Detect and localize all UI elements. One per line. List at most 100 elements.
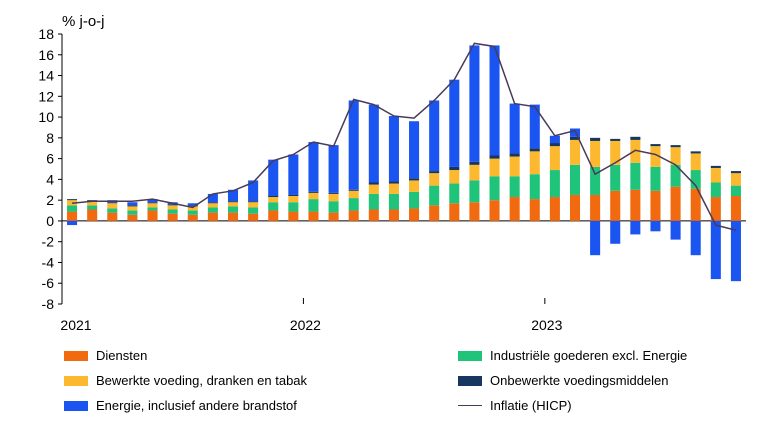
bar-bewerkte-voeding-dranken-en-tabak-2021-09 [227,202,239,207]
bar-energie-inclusief-andere-brandstof-2021-09 [227,189,239,202]
bar-industri-le-goederen-excl-energie-2023-06 [650,166,661,191]
bar-onbewerkte-voedingsmiddelen-2022-10 [489,155,500,159]
bar-industri-le-goederen-excl-energie-2022-02 [328,201,339,213]
bar-onbewerkte-voedingsmiddelen-2023-08 [690,151,701,154]
bar-energie-inclusief-andere-brandstof-2023-10 [730,220,741,282]
bar-bewerkte-voeding-dranken-en-tabak-2022-07 [429,173,440,186]
bar-onbewerkte-voedingsmiddelen-2023-04 [610,138,621,141]
bar-onbewerkte-voedingsmiddelen-2021-04 [127,205,138,207]
bar-diensten-2023-09 [710,197,721,221]
hicp-line-layer [71,42,737,231]
bar-industri-le-goederen-excl-energie-2021-06 [167,209,178,214]
hicp-inflation-line [71,42,737,231]
y-tick-label: 8 [46,130,54,146]
bar-onbewerkte-voedingsmiddelen-2022-03 [348,189,359,191]
y-tick-label: 10 [38,109,54,125]
bar-diensten-2022-12 [529,199,540,221]
bar-diensten-2022-08 [449,203,460,221]
y-tick-label: 14 [38,68,54,84]
bar-energie-inclusief-andere-brandstof-2023-07 [670,220,681,240]
bar-diensten-2021-07 [187,214,198,221]
bar-onbewerkte-voedingsmiddelen-2022-08 [449,166,460,171]
bar-onbewerkte-voedingsmiddelen-2021-10 [248,201,259,203]
bar-diensten-2022-05 [388,209,399,221]
bar-bewerkte-voeding-dranken-en-tabak-2022-03 [348,190,359,199]
bar-bewerkte-voeding-dranken-en-tabak-2021-06 [167,205,178,210]
bar-stacks [67,45,741,282]
bar-diensten-2022-10 [489,200,500,221]
bar-energie-inclusief-andere-brandstof-2021-05 [147,199,158,203]
bar-industri-le-goederen-excl-energie-2022-09 [469,180,480,203]
bar-bewerkte-voeding-dranken-en-tabak-2022-02 [328,193,339,202]
bar-bewerkte-voeding-dranken-en-tabak-2022-10 [489,158,500,177]
bar-bewerkte-voeding-dranken-en-tabak-2021-10 [248,202,259,208]
bar-diensten-2023-03 [590,194,601,221]
y-tick-label: 0 [46,213,54,229]
bar-industri-le-goederen-excl-energie-2022-11 [509,176,520,198]
bar-diensten-2023-06 [650,190,661,221]
bar-diensten-2023-07 [670,186,681,221]
y-axis-unit-label: % j-o-j [62,13,105,30]
bar-energie-inclusief-andere-brandstof-2022-05 [388,116,399,182]
bar-bewerkte-voeding-dranken-en-tabak-2023-03 [590,140,601,167]
bar-industri-le-goederen-excl-energie-2022-12 [529,174,540,200]
bar-bewerkte-voeding-dranken-en-tabak-2021-05 [147,203,158,208]
bar-bewerkte-voeding-dranken-en-tabak-2023-07 [670,147,681,165]
bar-diensten-2021-12 [288,211,299,221]
bar-industri-le-goederen-excl-energie-2022-03 [348,198,359,211]
bar-diensten-2022-04 [368,209,379,221]
bar-bewerkte-voeding-dranken-en-tabak-2023-04 [610,140,621,165]
bar-energie-inclusief-andere-brandstof-2022-11 [509,103,520,154]
bar-bewerkte-voeding-dranken-en-tabak-2021-07 [187,206,198,211]
bar-energie-inclusief-andere-brandstof-2022-09 [469,45,480,162]
bar-onbewerkte-voedingsmiddelen-2023-10 [730,171,741,174]
bar-onbewerkte-voedingsmiddelen-2022-02 [328,192,339,194]
bar-energie-inclusief-andere-brandstof-2023-02 [569,128,581,137]
bar-industri-le-goederen-excl-energie-2021-05 [147,207,158,211]
bar-energie-inclusief-andere-brandstof-2021-07 [187,203,198,206]
bar-industri-le-goederen-excl-energie-2021-08 [207,207,218,213]
bar-energie-inclusief-andere-brandstof-2022-01 [308,142,319,192]
bar-bewerkte-voeding-dranken-en-tabak-2021-04 [127,206,138,211]
y-tick-label: 2 [46,192,54,208]
bar-onbewerkte-voedingsmiddelen-2023-05 [630,136,641,140]
bar-onbewerkte-voedingsmiddelen-2023-02 [569,136,581,140]
bar-onbewerkte-voedingsmiddelen-2023-06 [650,144,661,147]
bar-energie-inclusief-andere-brandstof-2022-03 [348,100,359,190]
bar-energie-inclusief-andere-brandstof-2022-08 [449,79,460,167]
bar-industri-le-goederen-excl-energie-2023-08 [690,170,701,189]
bar-onbewerkte-voedingsmiddelen-2021-05 [147,202,158,204]
bar-industri-le-goederen-excl-energie-2022-07 [429,185,440,206]
y-tick-label: 16 [38,47,54,63]
bar-industri-le-goederen-excl-energie-2022-04 [368,193,379,210]
x-axis: 2021 2022 2023 [60,220,746,333]
bar-bewerkte-voeding-dranken-en-tabak-2023-09 [710,167,721,183]
bar-industri-le-goederen-excl-energie-2023-03 [590,166,601,195]
bar-energie-inclusief-andere-brandstof-2023-06 [650,220,661,232]
bar-industri-le-goederen-excl-energie-2022-08 [449,183,460,204]
bar-industri-le-goederen-excl-energie-2022-05 [388,193,399,210]
y-tick-label: -2 [42,234,55,250]
bar-industri-le-goederen-excl-energie-2021-07 [187,210,198,215]
bar-bewerkte-voeding-dranken-en-tabak-2021-11 [268,197,279,203]
bar-diensten-2023-01 [549,197,560,221]
bar-energie-inclusief-andere-brandstof-2021-01 [67,220,78,226]
bar-onbewerkte-voedingsmiddelen-2022-05 [388,181,399,184]
bar-energie-inclusief-andere-brandstof-2022-10 [489,45,500,156]
bar-industri-le-goederen-excl-energie-2021-02 [87,205,98,210]
bar-onbewerkte-voedingsmiddelen-2022-01 [308,191,319,193]
bar-diensten-2023-10 [730,196,741,221]
bar-onbewerkte-voedingsmiddelen-2022-12 [529,148,540,152]
bar-diensten-2022-01 [308,211,319,221]
bar-bewerkte-voeding-dranken-en-tabak-2021-08 [207,203,218,208]
bar-diensten-2021-01 [67,211,78,221]
bar-diensten-2022-09 [469,202,480,221]
y-axis: -8 -6 -4 -2 0 2 4 6 8 10 12 14 16 18 [38,26,63,312]
bar-bewerkte-voeding-dranken-en-tabak-2022-06 [409,180,420,192]
bar-bewerkte-voeding-dranken-en-tabak-2021-12 [288,196,299,203]
y-tick-label: -8 [42,296,55,312]
bar-bewerkte-voeding-dranken-en-tabak-2023-02 [569,139,581,165]
y-tick-label: 6 [46,151,54,167]
bar-energie-inclusief-andere-brandstof-2022-04 [368,104,379,183]
